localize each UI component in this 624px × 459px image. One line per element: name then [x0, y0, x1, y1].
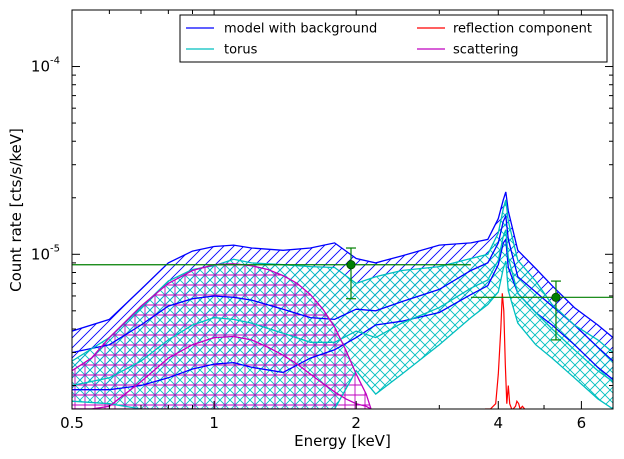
legend-label-scattering: scattering — [453, 43, 519, 58]
x-tick-label-3: 4 — [494, 414, 504, 432]
torus-lower-line — [72, 260, 613, 409]
y-tick-label-exp-0: -5 — [50, 243, 60, 254]
y-axis-title: Count rate [cts/s/keV] — [7, 128, 25, 292]
x-tick-label-4: 6 — [577, 414, 587, 432]
torus-line-0 — [72, 229, 613, 387]
tick-layer: 0.5 1 2 4 610-510-4 — [31, 9, 614, 432]
y-tick-label-base-0: 10 — [31, 245, 50, 263]
scattering-line-0 — [72, 335, 372, 409]
y-tick-label-exp-1: -4 — [50, 56, 60, 67]
legend: model with background reflection compone… — [179, 14, 608, 63]
plot-frame — [71, 9, 614, 410]
data-point-0 — [346, 260, 356, 270]
x-tick-label-2: 2 — [351, 414, 361, 432]
x-tick-label-0: 0.5 — [60, 414, 84, 432]
reflection-component-line — [485, 293, 526, 409]
legend-box — [179, 14, 608, 63]
x-axis-title: Energy [keV] — [294, 432, 391, 450]
point-layer — [72, 247, 613, 341]
line-layer — [72, 191, 613, 409]
x-tick-label-1: 1 — [209, 414, 219, 432]
scattering-band-fill — [72, 263, 371, 409]
legend-label-torus: torus — [224, 43, 258, 58]
legend-label-model: model with background — [224, 22, 377, 37]
y-tick-label-base-1: 10 — [31, 58, 50, 76]
scattering-upper-line — [72, 263, 372, 409]
model-with-background-line-0 — [72, 213, 613, 362]
data-point-1 — [551, 292, 561, 302]
model-with-background-upper-line — [72, 191, 613, 339]
legend-label-reflection: reflection component — [453, 22, 592, 37]
